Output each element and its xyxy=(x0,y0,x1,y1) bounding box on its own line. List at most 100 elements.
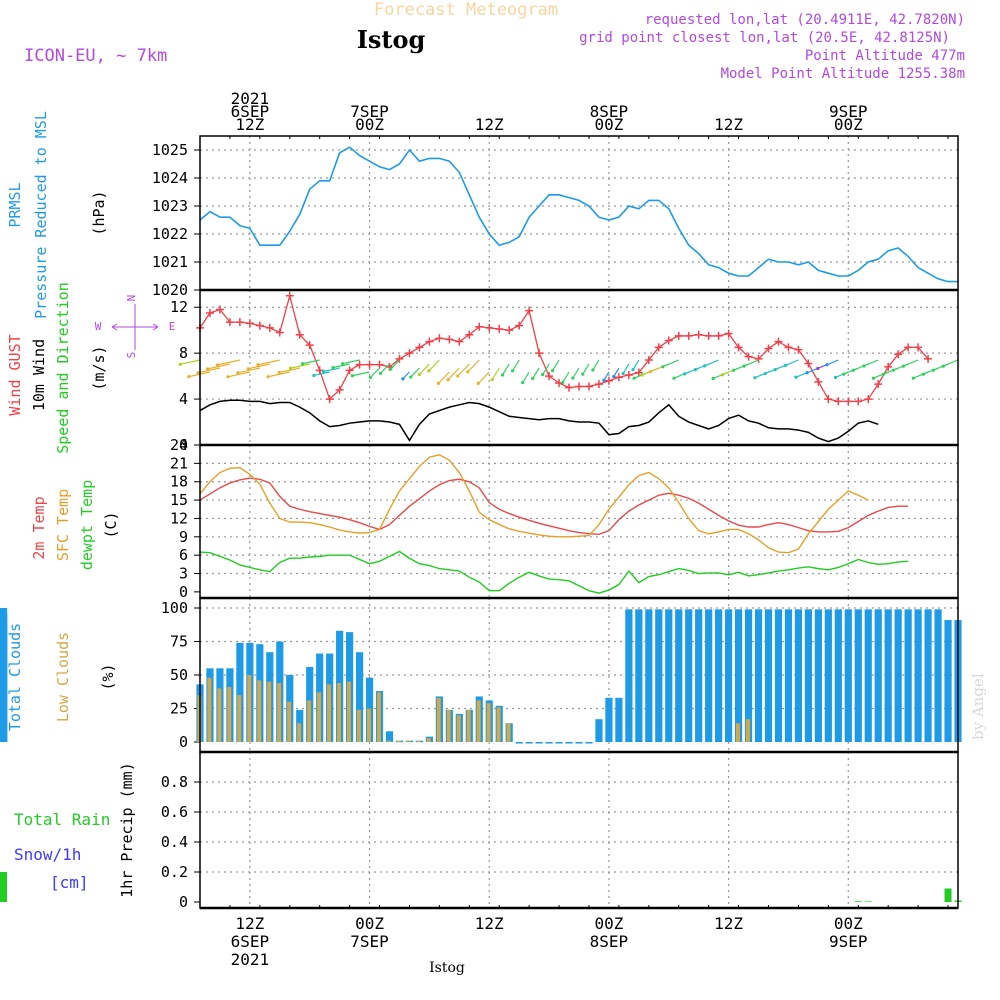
gust-marker xyxy=(285,291,294,300)
snow-unit-label: [cm] xyxy=(50,873,89,892)
gust-marker xyxy=(604,376,613,385)
wind-arrow xyxy=(943,359,959,367)
gust-marker xyxy=(515,321,524,330)
time-label-bottom: 12Z xyxy=(714,914,743,933)
wind-arrow xyxy=(410,367,420,378)
total-clouds-bar xyxy=(635,609,643,742)
compass-s: S xyxy=(125,352,138,359)
total-clouds-bar xyxy=(685,609,693,742)
wind-arrow-head xyxy=(500,373,505,377)
gust-marker xyxy=(634,368,643,377)
wind-arrow-head xyxy=(321,369,326,374)
total-clouds-bar xyxy=(655,609,663,742)
gust-marker xyxy=(305,341,314,350)
total-clouds-bar xyxy=(774,609,783,742)
low-clouds-bar xyxy=(287,701,292,742)
wind-arrow-head xyxy=(661,365,665,369)
total-clouds-bar xyxy=(754,609,763,742)
total-clouds-bar xyxy=(794,609,803,742)
gust-marker xyxy=(425,337,434,346)
gust-marker xyxy=(884,362,893,371)
wind-arrow xyxy=(582,363,590,375)
y-tick-label: 100 xyxy=(161,599,188,617)
gust-marker xyxy=(295,330,304,339)
low-clouds-bar xyxy=(436,697,441,742)
wind-arrow-head xyxy=(631,368,635,372)
gust-marker xyxy=(565,383,574,392)
time-label-top: 12Z xyxy=(714,115,743,134)
time-label-bottom: 2021 xyxy=(231,950,270,969)
wind-arrow-head xyxy=(911,376,915,380)
sfc-temp-label: SFC Temp xyxy=(54,489,72,561)
gust-marker xyxy=(924,354,933,363)
y-tick-label: 24 xyxy=(170,436,188,454)
wind-arrow-head xyxy=(672,376,676,380)
wind-arrow xyxy=(418,363,430,375)
gust-marker xyxy=(854,397,863,406)
wind-arrow xyxy=(428,359,440,372)
low-clouds-bar xyxy=(466,709,471,742)
low-clouds-bar xyxy=(376,692,381,742)
y-tick-label: 0 xyxy=(179,733,188,751)
wind-arrow-head xyxy=(862,364,866,368)
gust-marker xyxy=(804,359,813,368)
low-clouds-bar xyxy=(257,680,262,742)
station-title: Istog xyxy=(357,25,426,54)
y-tick-label: 1020 xyxy=(152,281,188,299)
low-clouds-bar xyxy=(406,740,411,742)
gust-marker xyxy=(694,330,703,339)
total-clouds-bar xyxy=(854,609,862,742)
wind-arrow-head xyxy=(842,372,846,376)
wind-arrow xyxy=(613,367,620,377)
time-label-bottom: 6SEP xyxy=(231,932,270,951)
total-clouds-bar xyxy=(744,609,753,742)
gust-marker xyxy=(545,372,554,381)
total-clouds-bar xyxy=(874,609,882,742)
y-tick-label: 0.6 xyxy=(161,803,188,821)
wind-arrow xyxy=(592,359,600,371)
wind-arrow xyxy=(290,363,310,369)
t2m-label: 2m Temp xyxy=(30,496,48,559)
gust-marker xyxy=(614,373,623,382)
low-clouds-bar xyxy=(496,707,501,742)
gust-marker xyxy=(325,395,334,404)
wind-arrow-head xyxy=(196,371,200,375)
gust-line xyxy=(199,293,929,403)
time-label-top: 00Z xyxy=(355,115,384,134)
wind-arrow-head xyxy=(246,367,250,371)
wind-arrow-head xyxy=(456,374,460,378)
temp-unit: (C) xyxy=(102,511,120,538)
low-clouds-bar xyxy=(327,684,332,742)
wind-arrow-head xyxy=(881,372,886,376)
rain-label: Total Rain xyxy=(14,810,110,829)
low-clouds-bar xyxy=(396,740,401,742)
gust-marker xyxy=(275,328,284,337)
sfc-temp-line xyxy=(199,454,869,554)
total-clouds-bar xyxy=(944,620,952,742)
total-clouds-bar xyxy=(595,719,603,742)
wind-arrow-head xyxy=(401,377,405,381)
wind-unit: (m/s) xyxy=(90,345,108,390)
gust-marker xyxy=(624,370,633,379)
gust-marker xyxy=(355,360,364,369)
wind-arrow-head xyxy=(490,378,494,382)
wind-arrow xyxy=(380,363,390,374)
total-clouds-bar xyxy=(625,609,633,742)
y-tick-label: 1023 xyxy=(152,197,188,215)
low-clouds-bar xyxy=(356,709,361,742)
wind-arrow xyxy=(352,371,370,377)
wind-arrow xyxy=(197,367,221,374)
total-clouds-bar xyxy=(555,742,563,744)
gust-marker xyxy=(824,395,833,404)
wind-arrow-head xyxy=(731,368,736,372)
time-label-top: 9SEP xyxy=(829,102,868,121)
time-label-top: 00Z xyxy=(594,115,623,134)
total-clouds-bar xyxy=(764,609,773,742)
gust-marker xyxy=(375,360,384,369)
wind-arrow xyxy=(279,367,300,374)
wind-arrow xyxy=(302,359,320,365)
y-tick-label: 0 xyxy=(179,583,188,601)
gust-marker xyxy=(455,337,464,346)
wind-arrow xyxy=(227,371,250,378)
clouds-unit: (%) xyxy=(99,663,117,690)
